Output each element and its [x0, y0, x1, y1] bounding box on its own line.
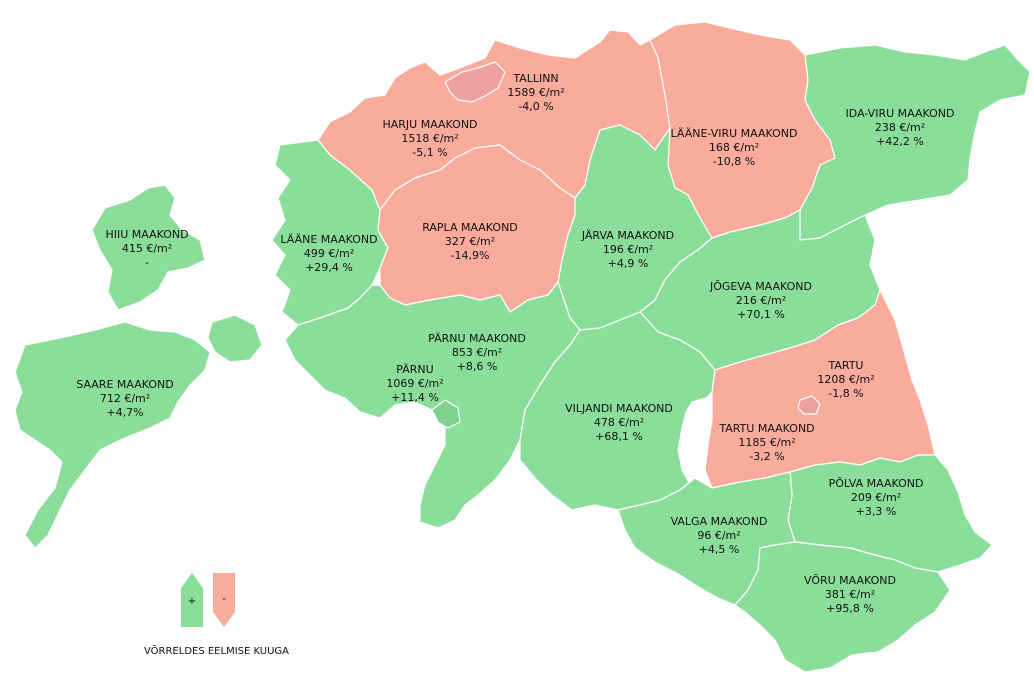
region-price: 209 €/m²	[851, 491, 901, 504]
label-hiiu: HIIU MAAKOND 415 €/m² -	[105, 228, 188, 269]
label-laane-viru: LÄÄNE-VIRU MAAKOND 168 €/m² -10,8 %	[670, 127, 797, 168]
region-name: TARTU MAAKOND	[718, 422, 814, 435]
region-saare[interactable]	[14, 321, 211, 549]
region-change: -14,9%	[451, 249, 490, 262]
region-price: 96 €/m²	[697, 529, 740, 542]
label-ida-viru: IDA-VIRU MAAKOND 238 €/m² +42,2 %	[846, 107, 955, 148]
region-ida-viru[interactable]	[799, 44, 1031, 241]
label-viljandi: VILJANDI MAAKOND 478 €/m² +68,1 %	[565, 402, 673, 443]
region-change: -	[145, 256, 149, 269]
region-name: VILJANDI MAAKOND	[565, 402, 673, 415]
region-price: 216 €/m²	[736, 294, 786, 307]
region-name: PÕLVA MAAKOND	[829, 477, 924, 490]
region-change: +70,1 %	[737, 308, 785, 321]
label-jogeva: JÕGEVA MAAKOND 216 €/m² +70,1 %	[709, 280, 812, 321]
region-change: +95,8 %	[826, 602, 874, 615]
region-change: +4,5 %	[699, 543, 740, 556]
region-price: 1069 €/m²	[386, 377, 443, 390]
legend-increase-swatch	[181, 573, 203, 627]
region-price: 381 €/m²	[825, 588, 875, 601]
region-price: 415 €/m²	[122, 242, 172, 255]
label-jarva: JÄRVA MAAKOND 196 €/m² +4,9 %	[581, 229, 674, 270]
region-change: +3,3 %	[856, 505, 897, 518]
region-parnu-city[interactable]	[431, 399, 461, 429]
region-price: 712 €/m²	[100, 392, 150, 405]
legend-decrease-swatch	[213, 573, 235, 627]
region-change: +8,6 %	[457, 360, 498, 373]
region-price: 1208 €/m²	[817, 373, 874, 386]
region-price: 168 €/m²	[709, 141, 759, 154]
region-name: TARTU	[827, 359, 863, 372]
legend-plus-label: +	[188, 596, 196, 607]
region-tartu-city[interactable]	[797, 395, 821, 415]
region-tallinn[interactable]	[444, 61, 506, 103]
region-price: 478 €/m²	[594, 416, 644, 429]
label-tartu: TARTU 1208 €/m² -1,8 %	[817, 359, 874, 400]
region-change: -10,8 %	[713, 155, 755, 168]
label-polva: PÕLVA MAAKOND 209 €/m² +3,3 %	[829, 477, 924, 518]
label-valga: VALGA MAAKOND 96 €/m² +4,5 %	[671, 515, 768, 556]
region-name: HARJU MAAKOND	[382, 118, 477, 131]
region-change: +29,4 %	[305, 261, 353, 274]
label-voru: VÕRU MAAKOND 381 €/m² +95,8 %	[804, 574, 896, 615]
region-change: +4,9 %	[608, 257, 649, 270]
region-price: 1589 €/m²	[507, 86, 564, 99]
region-name: JÕGEVA MAAKOND	[709, 280, 812, 293]
legend: + - VÕRRELDES EELMISE KUUGA	[144, 573, 289, 657]
region-name: VÕRU MAAKOND	[804, 574, 896, 587]
region-price: 238 €/m²	[875, 121, 925, 134]
label-tartu-maakond: TARTU MAAKOND 1185 €/m² -3,2 %	[718, 422, 814, 463]
region-name: SAARE MAAKOND	[76, 378, 173, 391]
region-price: 499 €/m²	[304, 247, 354, 260]
region-change: +68,1 %	[595, 430, 643, 443]
region-parnu-maakond[interactable]	[284, 281, 581, 529]
label-tallinn: TALLINN 1589 €/m² -4,0 %	[507, 72, 564, 113]
region-name: HIIU MAAKOND	[105, 228, 188, 241]
label-parnu-maakond: PÄRNU MAAKOND 853 €/m² +8,6 %	[428, 332, 526, 373]
region-change: -4,0 %	[518, 100, 553, 113]
region-name: VALGA MAAKOND	[671, 515, 768, 528]
label-harju: HARJU MAAKOND 1518 €/m² -5,1 %	[382, 118, 477, 159]
region-price: 1518 €/m²	[401, 132, 458, 145]
label-parnu: PÄRNU 1069 €/m² +11,4 %	[386, 363, 443, 404]
legend-caption: VÕRRELDES EELMISE KUUGA	[144, 644, 289, 657]
label-saare: SAARE MAAKOND 712 €/m² +4,7%	[76, 378, 173, 419]
region-name: JÄRVA MAAKOND	[581, 229, 674, 242]
region-hiiu[interactable]	[91, 184, 206, 311]
region-name: LÄÄNE-VIRU MAAKOND	[670, 127, 797, 140]
region-name: LÄÄNE MAAKOND	[280, 233, 377, 246]
region-change: -1,8 %	[828, 387, 863, 400]
region-muhu[interactable]	[207, 314, 263, 363]
region-voru[interactable]	[734, 541, 951, 673]
region-name: PÄRNU MAAKOND	[428, 332, 526, 345]
region-price: 327 €/m²	[445, 235, 495, 248]
region-price: 196 €/m²	[603, 243, 653, 256]
region-name: IDA-VIRU MAAKOND	[846, 107, 955, 120]
region-name: RAPLA MAAKOND	[422, 221, 518, 234]
region-change: -3,2 %	[749, 450, 784, 463]
label-laane: LÄÄNE MAAKOND 499 €/m² +29,4 %	[280, 233, 377, 274]
legend-minus-label: -	[222, 594, 226, 605]
region-name: PÄRNU	[396, 363, 433, 376]
region-price: 1185 €/m²	[738, 436, 795, 449]
region-change: +42,2 %	[876, 135, 924, 148]
region-change: +4,7%	[106, 406, 143, 419]
region-price: 853 €/m²	[452, 346, 502, 359]
region-change: +11,4 %	[391, 391, 439, 404]
label-rapla: RAPLA MAAKOND 327 €/m² -14,9%	[422, 221, 518, 262]
region-name: TALLINN	[512, 72, 558, 85]
region-change: -5,1 %	[412, 146, 447, 159]
